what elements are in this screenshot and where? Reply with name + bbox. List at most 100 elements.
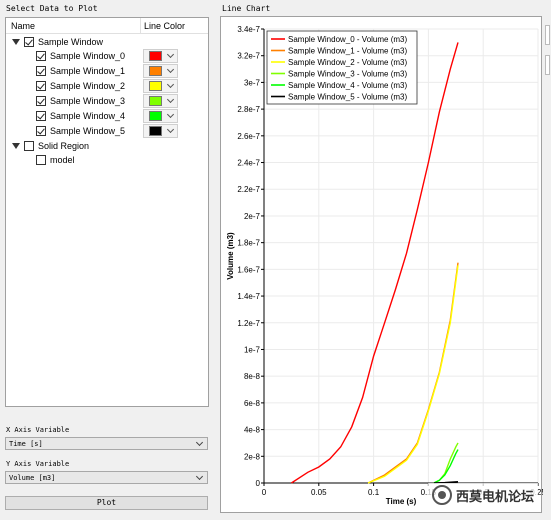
- tree-item-sample-window-0[interactable]: Sample Window_0: [6, 49, 208, 63]
- color-swatch: [149, 126, 162, 136]
- watermark-text: 西莫电机论坛: [456, 489, 535, 505]
- y-axis-variable-label: Y Axis Variable: [6, 460, 70, 468]
- chevron-down-icon: [166, 65, 175, 74]
- tree-item-label: Sample Window_4: [50, 111, 126, 121]
- tree-item-sample-window-2[interactable]: Sample Window_2: [6, 79, 208, 93]
- tree-item-sample-window-3[interactable]: Sample Window_3: [6, 94, 208, 108]
- legend-entry-0: Sample Window_0 - Volume (m3): [288, 35, 407, 44]
- checkbox-sample-window-1[interactable]: [36, 66, 46, 76]
- chevron-down-icon: [166, 110, 175, 119]
- x-axis-variable-value: Time [s]: [9, 440, 43, 448]
- tree-group-label: Sample Window: [38, 37, 104, 47]
- checkbox-sample-window[interactable]: [24, 37, 34, 47]
- side-toolbar-slot: [545, 25, 550, 45]
- chevron-down-icon: [195, 472, 204, 481]
- plot-button[interactable]: Plot: [5, 496, 208, 510]
- chevron-down-icon: [166, 125, 175, 134]
- x-axis-label: Time (s): [386, 497, 417, 506]
- checkbox-sample-window-3[interactable]: [36, 96, 46, 106]
- data-tree[interactable]: Name Line Color Sample Window Sample Win…: [5, 17, 209, 407]
- line-color-picker-2[interactable]: [143, 79, 178, 93]
- tree-item-label: Sample Window_0: [50, 51, 126, 61]
- y-tick-label: 2e-7: [244, 212, 261, 221]
- x-axis-variable-select[interactable]: Time [s]: [5, 437, 208, 450]
- tree-group-label: Solid Region: [38, 141, 90, 151]
- checkbox-sample-window-5[interactable]: [36, 126, 46, 136]
- column-header-name: Name: [11, 21, 36, 31]
- legend-entry-4: Sample Window_4 - Volume (m3): [288, 81, 407, 90]
- tree-header: Name Line Color: [6, 18, 208, 34]
- tree-item-sample-window-1[interactable]: Sample Window_1: [6, 64, 208, 78]
- checkbox-sample-window-2[interactable]: [36, 81, 46, 91]
- tree-item-label: Sample Window_5: [50, 126, 126, 136]
- chevron-down-icon: [195, 438, 204, 447]
- y-tick-label: 3e-7: [244, 78, 261, 87]
- y-tick-label: 3.2e-7: [237, 52, 260, 61]
- tree-item-model[interactable]: model: [6, 153, 208, 167]
- y-tick-label: 1.8e-7: [237, 239, 260, 248]
- line-chart[interactable]: 0 2e-8 4e-8 6e-8 8e-8 1e-7 1.2e-7 1.4e-7 1.6e-7 1…: [221, 17, 543, 514]
- color-swatch: [149, 51, 162, 61]
- series-line-4: [433, 449, 459, 484]
- tree-group-sample-window[interactable]: Sample Window: [6, 35, 208, 49]
- color-swatch: [149, 66, 162, 76]
- side-toolbar-slot: [545, 55, 550, 75]
- y-axis-variable-select[interactable]: Volume [m3]: [5, 471, 208, 484]
- legend-box: [266, 30, 418, 105]
- color-swatch: [149, 96, 162, 106]
- watermark: 西莫电机论坛: [428, 483, 539, 507]
- legend-entry-5: Sample Window_5 - Volume (m3): [288, 93, 407, 102]
- checkbox-sample-window-4[interactable]: [36, 111, 46, 121]
- legend-entry-2: Sample Window_2 - Volume (m3): [288, 58, 407, 67]
- chevron-down-icon: [166, 95, 175, 104]
- expand-arrow-icon[interactable]: [12, 143, 20, 149]
- y-tick-label: 2.8e-7: [237, 105, 260, 114]
- color-swatch: [149, 81, 162, 91]
- legend-entry-1: Sample Window_1 - Volume (m3): [288, 47, 407, 56]
- series-line-0: [291, 42, 459, 484]
- series-line-2: [367, 265, 459, 484]
- y-tick-label: 8e-8: [244, 372, 261, 381]
- x-tick-label: 0.1: [368, 488, 380, 497]
- y-tick-label: 2.2e-7: [237, 185, 260, 194]
- y-tick-label: 1.6e-7: [237, 265, 260, 274]
- series-line-3: [433, 442, 459, 484]
- line-chart-title: Line Chart: [222, 4, 271, 13]
- tree-item-label: Sample Window_3: [50, 96, 126, 106]
- line-color-picker-3[interactable]: [143, 94, 178, 108]
- tree-item-sample-window-5[interactable]: Sample Window_5: [6, 124, 208, 138]
- y-tick-label: 2.6e-7: [237, 132, 260, 141]
- expand-arrow-icon[interactable]: [12, 39, 20, 45]
- column-divider: [140, 18, 141, 34]
- line-color-picker-5[interactable]: [143, 124, 178, 138]
- line-color-picker-1[interactable]: [143, 64, 178, 78]
- y-axis-label: Volume (m3): [226, 232, 235, 280]
- tree-item-sample-window-4[interactable]: Sample Window_4: [6, 109, 208, 123]
- legend-entry-3: Sample Window_3 - Volume (m3): [288, 70, 407, 79]
- x-tick-label: 0: [262, 488, 267, 497]
- y-axis-variable-value: Volume [m3]: [9, 474, 56, 482]
- tree-item-label: model: [50, 155, 75, 165]
- y-tick-label: 1e-7: [244, 345, 261, 354]
- y-tick-label: 1.4e-7: [237, 292, 260, 301]
- tree-item-label: Sample Window_1: [50, 66, 126, 76]
- line-color-picker-0[interactable]: [143, 49, 178, 63]
- forum-logo-icon: [432, 485, 452, 505]
- y-tick-label: 0: [256, 479, 261, 488]
- y-tick-label: 2.4e-7: [237, 159, 260, 168]
- tree-item-label: Sample Window_2: [50, 81, 126, 91]
- checkbox-sample-window-0[interactable]: [36, 51, 46, 61]
- checkbox-solid-region[interactable]: [24, 141, 34, 151]
- y-tick-label: 4e-8: [244, 426, 261, 435]
- y-tick-label: 3.4e-7: [237, 25, 260, 34]
- line-color-picker-4[interactable]: [143, 109, 178, 123]
- select-data-title: Select Data to Plot: [6, 4, 98, 13]
- checkbox-model[interactable]: [36, 155, 46, 165]
- line-chart-panel: 0 2e-8 4e-8 6e-8 8e-8 1e-7 1.2e-7 1.4e-7 1.6e-7 1…: [220, 16, 543, 514]
- x-tick-label: 0.05: [311, 488, 327, 497]
- y-tick-label: 1.2e-7: [237, 319, 260, 328]
- series-line-5: [433, 481, 459, 484]
- chevron-down-icon: [166, 50, 175, 59]
- x-axis-variable-label: X Axis Variable: [6, 426, 70, 434]
- tree-group-solid-region[interactable]: Solid Region: [6, 139, 208, 153]
